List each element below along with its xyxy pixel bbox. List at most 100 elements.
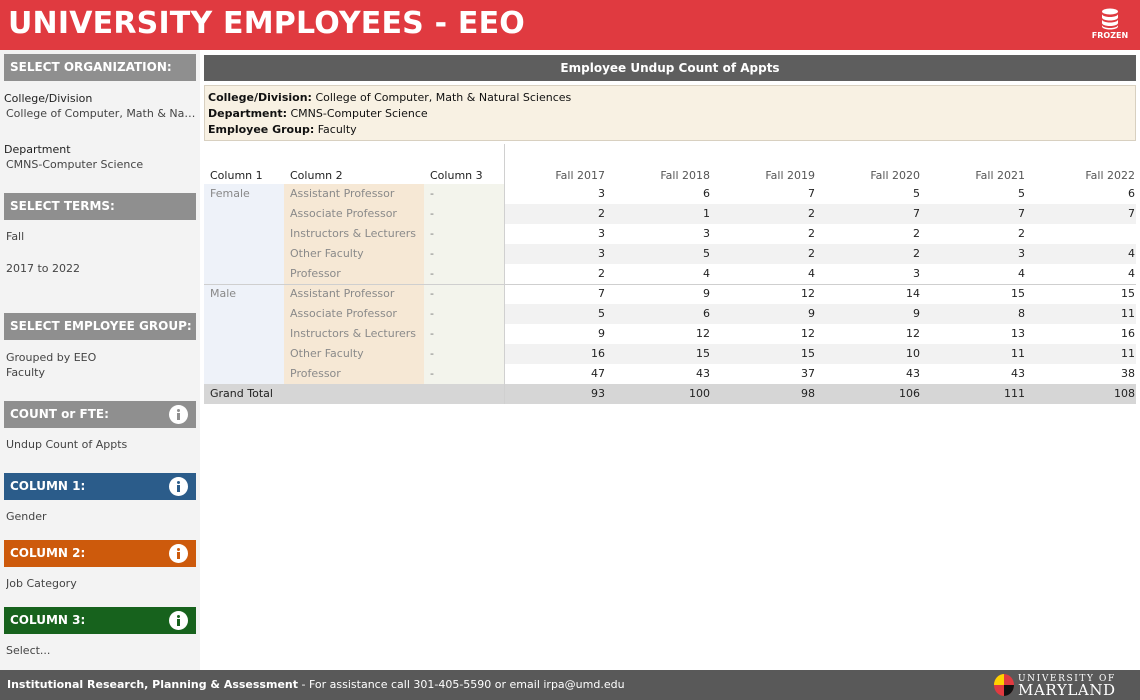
grand-total-value[interactable]: 106	[899, 387, 920, 400]
value-cell[interactable]: 3	[598, 227, 605, 240]
value-cell[interactable]: 2	[808, 207, 815, 220]
year-header[interactable]: Fall 2022	[1085, 169, 1135, 182]
value-cell[interactable]: 16	[591, 347, 605, 360]
value-cell[interactable]: 10	[906, 347, 920, 360]
value-cell[interactable]: 11	[1121, 307, 1135, 320]
value-cell[interactable]: 15	[1121, 287, 1135, 300]
value-cell[interactable]: 5	[598, 307, 605, 320]
year-header[interactable]: Fall 2017	[555, 169, 605, 182]
value-cell[interactable]: 15	[696, 347, 710, 360]
job-category-cell[interactable]: Instructors & Lecturers	[290, 227, 417, 240]
umd-logo: UNIVERSITY OF MARYLAND	[994, 673, 1130, 698]
value-cell[interactable]: 15	[1011, 287, 1025, 300]
value-cell[interactable]: 11	[1121, 347, 1135, 360]
value-cell[interactable]: 8	[1018, 307, 1025, 320]
value-cell[interactable]: 2	[808, 247, 815, 260]
value-cell[interactable]: 14	[906, 287, 920, 300]
value-cell[interactable]: 12	[696, 327, 710, 340]
year-header[interactable]: Fall 2021	[975, 169, 1025, 182]
info-icon[interactable]	[169, 611, 188, 630]
value-cell[interactable]: 43	[906, 367, 920, 380]
value-cell[interactable]: 3	[1018, 247, 1025, 260]
college-division-filter[interactable]: College of Computer, Math & Natur..	[6, 107, 196, 120]
value-cell[interactable]: 5	[1018, 187, 1025, 200]
frozen-data-button[interactable]: FROZEN	[1090, 8, 1130, 44]
value-cell[interactable]: 9	[808, 307, 815, 320]
value-cell[interactable]: 3	[703, 227, 710, 240]
column-3-filter[interactable]: Select...	[6, 644, 51, 657]
value-cell[interactable]: 7	[598, 287, 605, 300]
grand-total-value[interactable]: 111	[1004, 387, 1025, 400]
value-cell[interactable]: 15	[801, 347, 815, 360]
value-cell[interactable]: 4	[1128, 267, 1135, 280]
value-cell[interactable]: 3	[598, 247, 605, 260]
gender-cell[interactable]: Male	[210, 287, 237, 300]
value-cell[interactable]: 2	[598, 207, 605, 220]
value-cell[interactable]: 3	[913, 267, 920, 280]
value-cell[interactable]: 2	[598, 267, 605, 280]
info-icon[interactable]	[169, 405, 188, 424]
value-cell[interactable]: 7	[1018, 207, 1025, 220]
year-header[interactable]: Fall 2020	[870, 169, 920, 182]
employee-group-filter[interactable]: Faculty	[6, 366, 45, 379]
value-cell[interactable]: 9	[703, 287, 710, 300]
value-cell[interactable]: 13	[1011, 327, 1025, 340]
value-cell[interactable]: 7	[1128, 207, 1135, 220]
value-cell[interactable]: 4	[808, 267, 815, 280]
job-category-cell[interactable]: Professor	[290, 267, 341, 280]
value-cell[interactable]: 2	[1018, 227, 1025, 240]
job-category-cell[interactable]: Associate Professor	[290, 207, 397, 220]
term-filter[interactable]: Fall	[6, 230, 25, 243]
value-cell[interactable]: 6	[1128, 187, 1135, 200]
job-category-cell[interactable]: Assistant Professor	[290, 287, 395, 300]
year-header[interactable]: Fall 2019	[765, 169, 815, 182]
grand-total-value[interactable]: 108	[1114, 387, 1135, 400]
value-cell[interactable]: 4	[1128, 247, 1135, 260]
value-cell[interactable]: 3	[598, 187, 605, 200]
column-2-band	[284, 344, 424, 364]
value-cell[interactable]: 5	[913, 187, 920, 200]
year-header[interactable]: Fall 2018	[660, 169, 710, 182]
info-icon[interactable]	[169, 544, 188, 563]
value-cell[interactable]: 6	[703, 187, 710, 200]
value-cell[interactable]: 1	[703, 207, 710, 220]
value-cell[interactable]: 7	[808, 187, 815, 200]
value-cell[interactable]: 2	[913, 227, 920, 240]
job-category-cell[interactable]: Associate Professor	[290, 307, 397, 320]
value-cell[interactable]: 43	[696, 367, 710, 380]
value-cell[interactable]: 12	[906, 327, 920, 340]
employee-grouping-filter[interactable]: Grouped by EEO	[6, 351, 97, 364]
grand-total-value[interactable]: 93	[591, 387, 605, 400]
value-cell[interactable]: 4	[703, 267, 710, 280]
value-cell[interactable]: 16	[1121, 327, 1135, 340]
value-cell[interactable]: 7	[913, 207, 920, 220]
grand-total-value[interactable]: 100	[689, 387, 710, 400]
value-cell[interactable]: 6	[703, 307, 710, 320]
year-range-filter[interactable]: 2017 to 2022	[6, 262, 81, 275]
value-cell[interactable]: 2	[808, 227, 815, 240]
value-cell[interactable]: 47	[591, 367, 605, 380]
value-cell[interactable]: 2	[913, 247, 920, 260]
count-or-fte-filter[interactable]: Undup Count of Appts	[6, 438, 128, 451]
value-cell[interactable]: 38	[1121, 367, 1135, 380]
column-1-filter[interactable]: Gender	[6, 510, 47, 523]
value-cell[interactable]: 11	[1011, 347, 1025, 360]
value-cell[interactable]: 12	[801, 327, 815, 340]
value-cell[interactable]: 43	[1011, 367, 1025, 380]
job-category-cell[interactable]: Professor	[290, 367, 341, 380]
value-cell[interactable]: 9	[598, 327, 605, 340]
info-icon[interactable]	[169, 477, 188, 496]
value-cell[interactable]: 4	[1018, 267, 1025, 280]
gender-cell[interactable]: Female	[210, 187, 250, 200]
department-filter[interactable]: CMNS-Computer Science	[6, 158, 144, 171]
value-cell[interactable]: 5	[703, 247, 710, 260]
column-2-filter[interactable]: Job Category	[6, 577, 77, 590]
job-category-cell[interactable]: Instructors & Lecturers	[290, 327, 417, 340]
value-cell[interactable]: 37	[801, 367, 815, 380]
job-category-cell[interactable]: Other Faculty	[290, 347, 364, 360]
grand-total-value[interactable]: 98	[801, 387, 815, 400]
job-category-cell[interactable]: Other Faculty	[290, 247, 364, 260]
value-cell[interactable]: 9	[913, 307, 920, 320]
job-category-cell[interactable]: Assistant Professor	[290, 187, 395, 200]
value-cell[interactable]: 12	[801, 287, 815, 300]
